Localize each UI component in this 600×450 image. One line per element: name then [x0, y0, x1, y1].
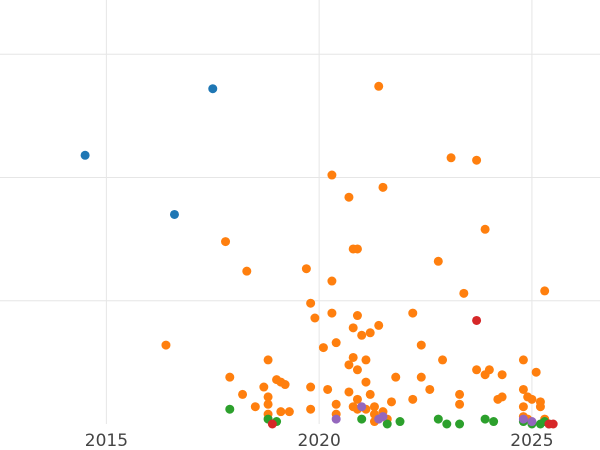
data-point-s1-5 [344, 192, 354, 202]
data-point-s1-73 [369, 402, 379, 412]
data-point-s1-14 [459, 288, 469, 298]
data-point-s1-3 [327, 170, 337, 180]
data-point-s1-59 [408, 394, 418, 404]
data-point-s1-2 [472, 155, 482, 165]
data-point-s1-42 [472, 365, 482, 375]
data-point-s2-6 [433, 414, 443, 424]
data-point-s1-6 [480, 224, 490, 234]
data-point-s1-57 [352, 394, 362, 404]
data-point-s2-8 [455, 419, 465, 429]
data-point-s1-58 [365, 389, 375, 399]
data-point-s1-49 [306, 382, 316, 392]
data-point-s1-21 [357, 330, 367, 340]
data-point-s1-68 [306, 404, 316, 414]
data-point-s1-22 [365, 328, 375, 338]
data-point-s1-19 [352, 311, 362, 321]
data-point-s1-48 [280, 380, 290, 390]
data-point-s1-16 [306, 298, 316, 308]
data-point-s2-9 [480, 414, 490, 424]
data-point-s4-3 [374, 414, 384, 424]
data-point-s1-67 [284, 407, 294, 417]
data-point-s1-44 [484, 365, 494, 375]
data-point-s1-74 [386, 397, 396, 407]
data-point-s1-9 [352, 244, 362, 254]
data-point-s1-66 [263, 399, 273, 409]
data-point-s1-4 [378, 182, 388, 192]
data-point-s1-56 [263, 392, 273, 402]
data-point-s1-18 [327, 308, 337, 318]
data-point-s4-5 [527, 417, 537, 427]
data-point-s2-7 [442, 419, 452, 429]
data-point-s1-65 [250, 402, 260, 412]
data-point-s3-3 [548, 419, 558, 429]
data-point-s1-12 [301, 264, 311, 274]
data-point-s1-63 [527, 394, 537, 404]
data-point-s1-0 [374, 81, 384, 91]
data-point-s1-54 [518, 384, 528, 394]
data-point-s1-76 [518, 402, 528, 412]
data-point-s1-47 [259, 382, 269, 392]
data-point-s1-1 [446, 153, 456, 163]
data-point-s1-39 [361, 377, 371, 387]
data-point-s1-24 [408, 308, 418, 318]
data-point-s1-79 [276, 407, 286, 417]
data-point-s1-40 [391, 372, 401, 382]
data-point-s1-36 [225, 372, 235, 382]
data-point-s1-32 [352, 365, 362, 375]
data-point-s4-1 [357, 402, 367, 412]
grid-lines [0, 0, 600, 424]
data-point-s1-13 [327, 276, 337, 286]
data-point-s0-2 [169, 209, 179, 219]
x-tick-labels: 2015 2020 2025 [85, 431, 554, 450]
data-point-s1-28 [416, 340, 426, 350]
data-point-s1-55 [238, 389, 248, 399]
data-point-s2-3 [357, 414, 367, 424]
data-point-s1-53 [455, 389, 465, 399]
data-point-s1-35 [518, 355, 528, 365]
data-point-s1-17 [310, 313, 320, 323]
data-point-s3-0 [472, 315, 482, 325]
data-point-s1-51 [344, 387, 354, 397]
data-point-s2-4 [382, 419, 392, 429]
data-point-s1-25 [161, 340, 171, 350]
data-point-s1-34 [438, 355, 448, 365]
data-point-s1-27 [331, 338, 341, 348]
data-point-s1-61 [497, 392, 507, 402]
data-point-s1-46 [531, 367, 541, 377]
data-point-s4-0 [331, 414, 341, 424]
data-point-s1-31 [344, 360, 354, 370]
data-point-s1-77 [535, 402, 545, 412]
data-point-s0-1 [208, 84, 218, 94]
data-point-s1-15 [540, 286, 550, 296]
data-point-s1-45 [497, 370, 507, 380]
data-point-s1-69 [331, 399, 341, 409]
data-point-s1-23 [374, 320, 384, 330]
data-point-s1-26 [318, 343, 328, 353]
data-point-s1-10 [433, 256, 443, 266]
data-point-s1-29 [348, 352, 358, 362]
data-point-s2-0 [225, 404, 235, 414]
data-point-s1-52 [425, 384, 435, 394]
data-point-s1-75 [455, 399, 465, 409]
x-tick-label-1: 2020 [298, 431, 341, 450]
x-tick-label-2: 2025 [510, 431, 553, 450]
x-tick-label-0: 2015 [85, 431, 128, 450]
data-point-s1-7 [221, 237, 231, 247]
data-points [80, 81, 558, 429]
data-point-s1-20 [348, 323, 358, 333]
data-point-s1-11 [242, 266, 252, 276]
data-point-s1-30 [361, 355, 371, 365]
data-point-s3-1 [267, 419, 277, 429]
data-point-s2-5 [395, 417, 405, 427]
data-point-s1-50 [323, 384, 333, 394]
data-point-s1-33 [263, 355, 273, 365]
data-point-s1-41 [416, 372, 426, 382]
data-point-s0-0 [80, 150, 90, 160]
data-point-s2-10 [489, 417, 499, 427]
data-point-s4-4 [518, 414, 528, 424]
